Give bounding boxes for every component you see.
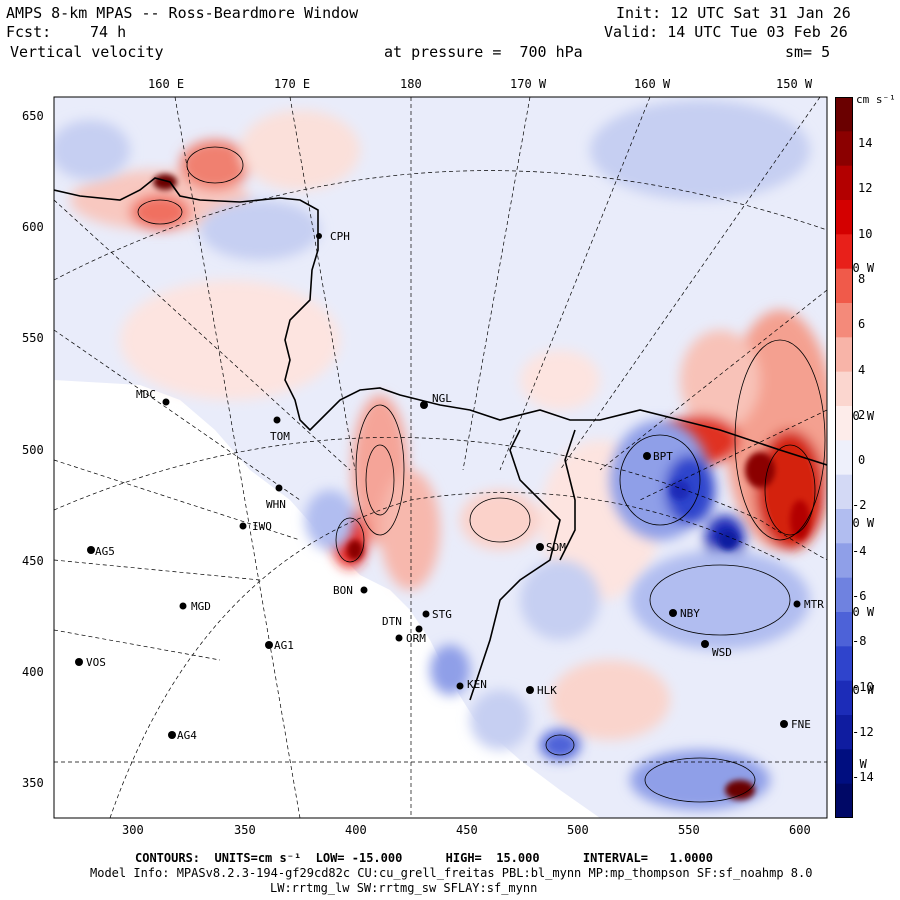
forecast-hour: 74 h <box>90 23 127 41</box>
plot-title: AMPS 8-km MPAS -- Ross-Beardmore Window <box>6 4 359 22</box>
colorbar-label: 12 <box>858 181 873 196</box>
colorbar-segment <box>835 303 853 338</box>
x-tick-550: 550 <box>678 823 700 837</box>
x-tick-350: 350 <box>234 823 256 837</box>
colorbar-segment <box>835 337 853 373</box>
colorbar-label: 2 <box>858 407 866 422</box>
y-tick-650: 650 <box>22 109 44 123</box>
colorbar-units: cm s⁻¹ <box>856 93 896 106</box>
colorbar-label: -6 <box>852 589 867 603</box>
intense-cores <box>153 174 810 800</box>
forecast-label: Fcst: <box>6 23 52 41</box>
colorbar-segment <box>835 715 853 750</box>
lon-label-160w: 160 W <box>634 77 671 91</box>
colorbar-segment <box>835 371 853 407</box>
x-tick-600: 600 <box>789 823 811 837</box>
colorbar <box>835 97 853 818</box>
x-tick-500: 500 <box>567 823 589 837</box>
colorbar-label: 14 <box>858 136 873 150</box>
colorbar-label: 8 <box>858 271 866 286</box>
lon-label-180: 180 <box>400 77 422 91</box>
colorbar-segment <box>835 612 853 647</box>
model-info: Model Info: MPASv8.2.3-194-gf29cd82c CU:… <box>90 866 813 880</box>
y-tick-500: 500 <box>22 443 44 457</box>
colorbar-segment <box>835 680 853 716</box>
smoothing-factor: sm= 5 <box>785 43 831 61</box>
colorbar-label: -12 <box>852 724 874 739</box>
colorbar-segment <box>835 440 853 476</box>
no-data-area <box>54 380 600 818</box>
x-tick-400: 400 <box>345 823 367 837</box>
init-time: Init: 12 UTC Sat 31 Jan 26 <box>616 4 851 22</box>
colorbar-label: 4 <box>858 362 866 377</box>
y-tick-600: 600 <box>22 220 44 234</box>
lon-label-160e: 160 E <box>148 77 185 91</box>
y-tick-350: 350 <box>22 776 44 790</box>
negative-velocity-regions <box>54 100 810 810</box>
pressure-level: at pressure = 700 hPa <box>384 43 583 61</box>
colorbar-segment <box>835 268 853 304</box>
y-tick-450: 450 <box>22 554 44 568</box>
colorbar-segment <box>835 509 853 544</box>
colorbar-segment <box>835 131 853 167</box>
contour-lines <box>137 146 826 803</box>
colorbar-label: -2 <box>852 498 867 513</box>
colorbar-label: -10 <box>852 679 874 694</box>
map-frame <box>53 96 828 819</box>
x-tick-300: 300 <box>122 823 144 837</box>
colorbar-segment <box>835 577 853 613</box>
lon-label-170w: 170 W <box>510 77 547 91</box>
colorbar-segment <box>835 646 853 682</box>
colorbar-segment <box>835 234 853 270</box>
colorbar-label: 0 <box>858 453 866 468</box>
colorbar-label: 6 <box>858 317 866 332</box>
positive-velocity-regions <box>70 110 827 740</box>
colorbar-segment <box>835 783 853 818</box>
colorbar-segment <box>835 97 853 132</box>
colorbar-segment <box>835 749 853 785</box>
colorbar-segment <box>835 406 853 441</box>
coastline <box>54 177 827 701</box>
colorbar-label: -8 <box>852 634 867 649</box>
y-tick-400: 400 <box>22 665 44 679</box>
field-name: Vertical velocity <box>10 43 164 61</box>
colorbar-segment <box>835 543 853 579</box>
lon-label-170e: 170 E <box>274 77 311 91</box>
contour-info: CONTOURS: UNITS=cm s⁻¹ LOW= -15.000 HIGH… <box>135 851 713 865</box>
valid-time: Valid: 14 UTC Tue 03 Feb 26 <box>604 23 848 41</box>
physics-info: LW:rrtmg_lw SW:rrtmg_sw SFLAY:sf_mynn <box>270 881 538 895</box>
lat-lon-grid <box>54 97 827 818</box>
lon-label-150w: 150 W <box>776 77 813 91</box>
colorbar-segment <box>835 165 853 201</box>
colorbar-label: -14 <box>852 770 874 785</box>
colorbar-frame <box>835 97 853 818</box>
colorbar-segment <box>835 474 853 510</box>
colorbar-segment <box>835 200 853 235</box>
y-tick-550: 550 <box>22 331 44 345</box>
x-tick-450: 450 <box>456 823 478 837</box>
colorbar-label: -4 <box>852 543 867 558</box>
colorbar-label: 10 <box>858 226 873 241</box>
